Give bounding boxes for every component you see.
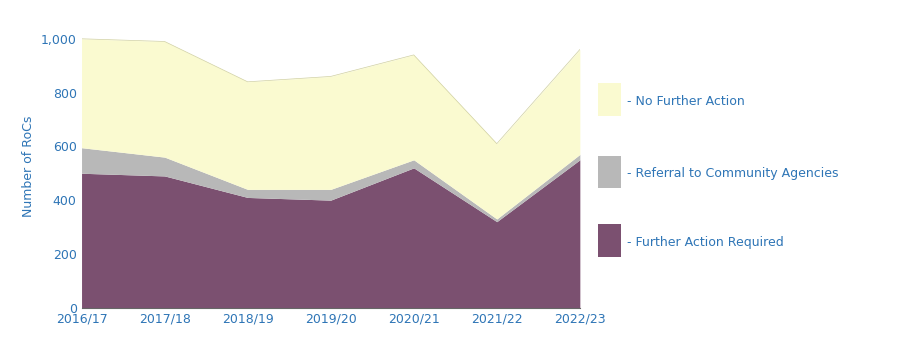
Text: - Further Action Required: - Further Action Required bbox=[627, 236, 784, 249]
Y-axis label: Number of RoCs: Number of RoCs bbox=[23, 116, 35, 217]
Text: - Referral to Community Agencies: - Referral to Community Agencies bbox=[627, 167, 838, 180]
Text: - No Further Action: - No Further Action bbox=[627, 95, 745, 108]
